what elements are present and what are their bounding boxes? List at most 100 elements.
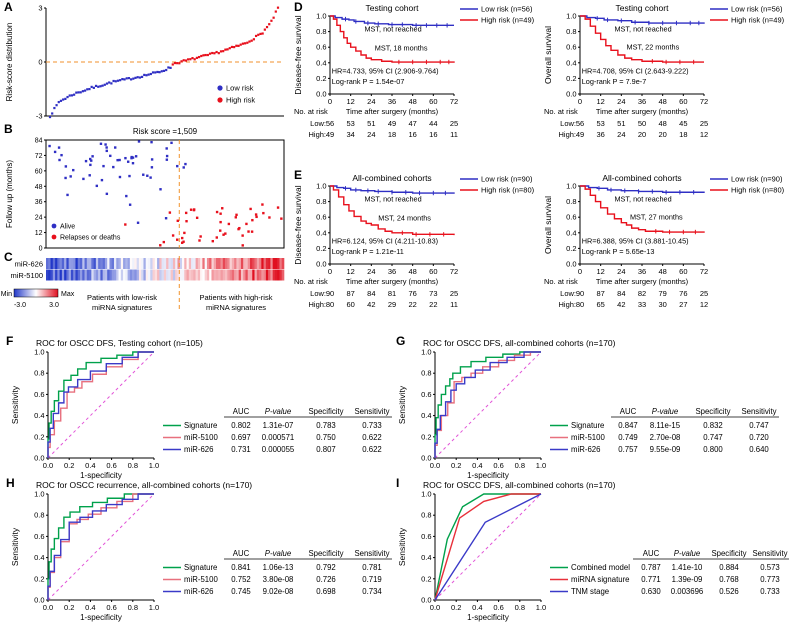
heatmap-cell [247,269,251,281]
heatmap-cell [120,258,124,269]
patient-point [165,147,168,150]
risk-score-point [204,53,207,57]
risk-count: 56 [326,119,334,128]
x-tick: 48 [658,97,666,106]
y-tick: 0.8 [421,511,431,520]
risk-score-point [208,52,212,55]
y-tick: 1.0 [566,182,576,191]
risk-count: 80 [326,300,334,309]
roc-curve [47,351,154,458]
km-title: All-combined cohorts [352,173,431,183]
annotation: Log-rank P = 1.21e-11 [332,247,404,256]
y-tick: 1.0 [316,182,326,191]
y-tick: 0.2 [566,244,576,253]
sensitivity-value: 0.720 [749,433,769,442]
risk-score-point [239,43,242,46]
p-value: 8.11e-15 [650,421,681,430]
y-tick: 36 [35,199,43,206]
x-tick: 1.0 [536,603,546,612]
patient-point [170,141,173,145]
col-header-auc: AUC [233,549,250,558]
annotation: Log-rank P = 5.65e-13 [582,247,655,256]
y-tick: 84 [35,138,43,145]
heatmap-cell [261,269,264,281]
km-title: All-combined cohorts [602,173,681,183]
heatmap-cell [159,269,162,281]
heatmap-cell [157,269,160,281]
risk-count: 73 [429,289,437,298]
auc-value: 0.752 [231,575,251,584]
risk-score-point [68,94,71,97]
specificity-value: 0.783 [316,421,336,430]
heatmap-cell [132,269,135,281]
patient-point [245,222,248,226]
col-header-auc: AUC [233,407,250,416]
risk-score-point [252,38,255,41]
heatmap-cell [252,258,255,269]
patient-point [91,155,94,158]
p-value: 1.06e-13 [263,563,294,572]
heatmap-cell [95,258,99,269]
patient-point [136,221,140,224]
p-value: 1.31e-07 [263,421,294,430]
patient-point [261,203,264,206]
risk-score-point [193,58,196,61]
patient-point [60,153,63,157]
patient-point [159,188,162,191]
heatmap-cell [46,269,49,281]
auc-value: 0.787 [641,563,661,572]
heatmap-cell [86,258,90,269]
patient-point [137,140,141,143]
risk-count: 84 [617,289,625,298]
y-tick: 0.8 [34,369,44,378]
patient-point [254,213,258,216]
y-tick: 24 [35,215,43,222]
heatmap-cell [107,258,110,269]
risk-score-point [187,58,190,61]
risk-row-name: High: [308,300,326,309]
col-header-specificity: Specificity [308,407,343,416]
auc-value: 0.771 [641,575,661,584]
heatmap-cell [109,269,113,281]
annotation: MST, not reached [364,25,421,34]
risk-count: 90 [576,289,584,298]
heatmap-cell [231,269,235,281]
patient-point [150,158,154,161]
heatmap-cell [145,258,149,269]
patient-point [181,236,184,240]
x-axis-label: 1-specificity [467,471,509,480]
risk-score-point [132,77,135,80]
annotation: MST, 27 months [630,213,683,222]
heatmap-cell [98,258,101,269]
x-tick: 72 [700,97,708,106]
patient-point [116,158,119,162]
p-value: 0.003696 [671,587,704,596]
x-tick: 60 [679,267,687,276]
y-tick: 0.4 [421,553,431,562]
heatmap-cell [231,258,235,269]
y-tick: 48 [35,184,43,191]
patient-point [176,219,179,222]
patient-point [184,162,187,166]
risk-score-point [127,77,131,80]
heatmap-cell [100,258,103,269]
patient-point [182,240,185,243]
x-tick: 0.6 [493,603,503,612]
patient-point [64,165,68,168]
sensitivity-value: 0.773 [760,575,780,584]
heatmap-cell [66,258,69,269]
x-tick: 0.0 [430,603,440,612]
colorbar-min-value: -3.0 [14,302,26,309]
y-tick: 0.8 [316,197,326,206]
heatmap-cell [238,258,242,269]
panel-h-roc-plot: ROC for OSCC recurrence, all-combined co… [10,480,392,622]
heatmap-cell [243,258,246,269]
patient-point [175,238,179,241]
y-tick: 0.6 [316,43,326,52]
heatmap-cell [204,258,208,269]
colorbar-min-label: Min [1,291,12,298]
legend-label: Relapses or deaths [60,235,121,242]
sensitivity-value: 0.622 [362,433,382,442]
col-header-pvalue: P-value [265,407,292,416]
risk-count: 20 [638,130,646,139]
